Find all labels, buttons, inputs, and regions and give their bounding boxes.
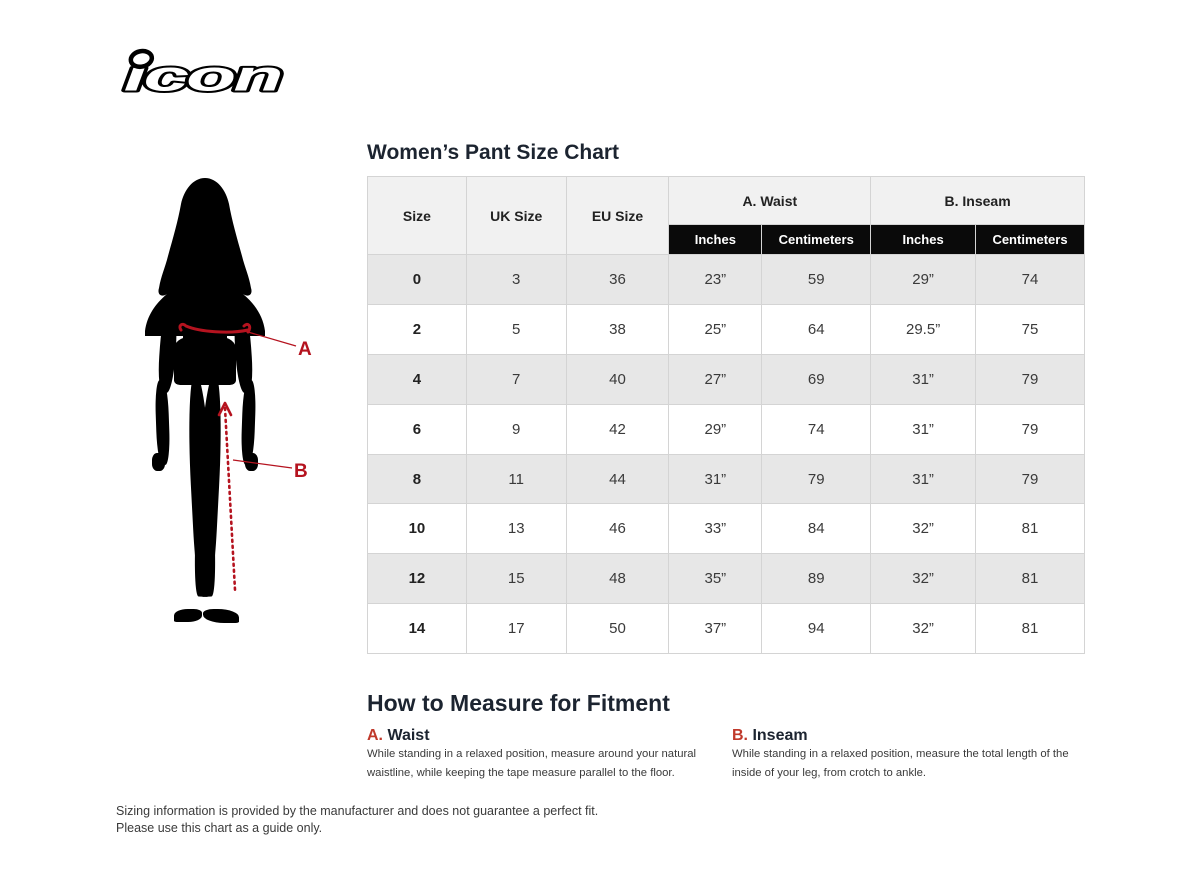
svg-text:A: A bbox=[298, 339, 312, 360]
svg-text:B: B bbox=[294, 461, 308, 482]
